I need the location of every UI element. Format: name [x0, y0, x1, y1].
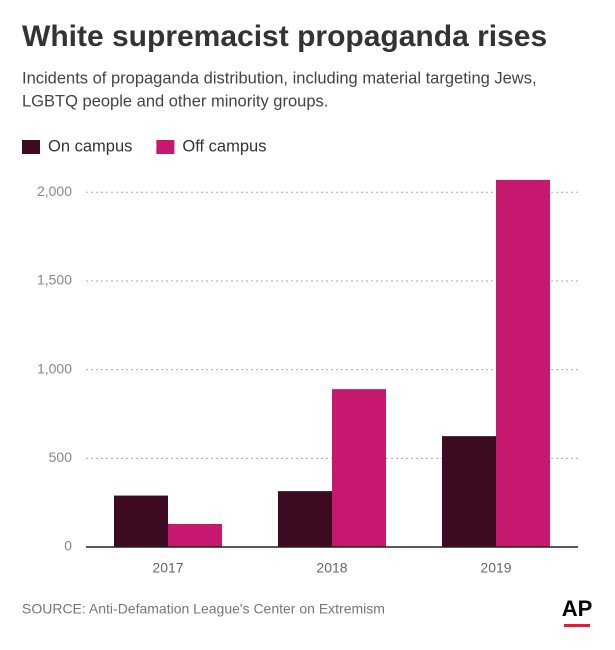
x-tick-label: 2017	[152, 560, 183, 576]
y-tick-label: 1,500	[37, 272, 72, 288]
bar	[496, 179, 550, 547]
legend-label: Off campus	[182, 137, 266, 155]
legend-swatch	[22, 140, 40, 154]
logo: AP	[562, 596, 593, 621]
y-tick-label: 500	[49, 449, 73, 465]
bar	[332, 389, 386, 547]
logo-underline	[564, 624, 590, 627]
legend-swatch	[156, 140, 175, 154]
x-tick-label: 2018	[316, 560, 347, 576]
subtitle-line: LGBTQ people and other minority groups.	[22, 92, 328, 110]
source: SOURCE: Anti-Defamation League's Center …	[22, 601, 385, 617]
chart-title: White supremacist propaganda rises	[22, 20, 547, 53]
y-tick-label: 2,000	[37, 183, 72, 199]
y-tick-label: 0	[64, 538, 72, 554]
y-tick-label: 1,000	[37, 360, 72, 376]
bar	[168, 523, 222, 547]
bar	[442, 436, 496, 547]
x-tick-label: 2019	[480, 560, 511, 576]
subtitle-line: Incidents of propaganda distribution, in…	[22, 69, 537, 87]
bar	[114, 495, 168, 547]
legend-label: On campus	[48, 137, 132, 155]
bar	[278, 491, 332, 547]
